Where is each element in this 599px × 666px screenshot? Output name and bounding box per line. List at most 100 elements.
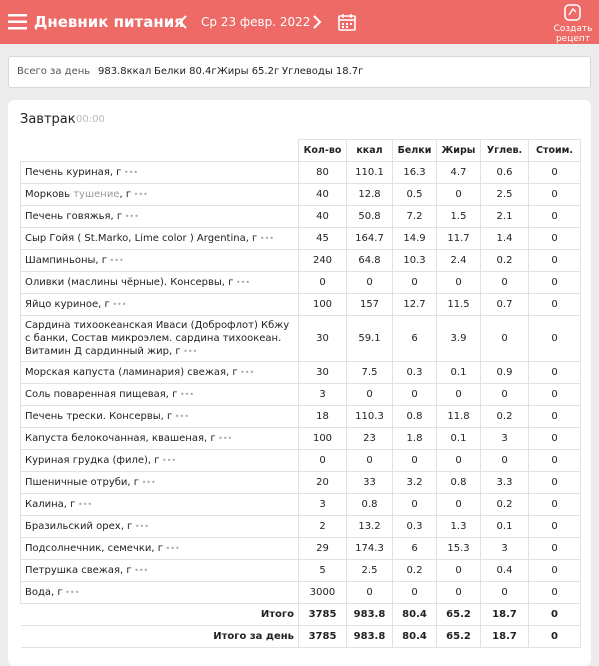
- food-row: Петрушка свежая, г ••• 5 2.5 0.2 0 0.4 0: [20, 559, 581, 582]
- value-cell: 0.7: [480, 293, 529, 316]
- food-name[interactable]: Подсолнечник, семечки, г: [25, 543, 163, 554]
- row-menu[interactable]: •••: [180, 347, 198, 356]
- value-cell: 0: [528, 581, 581, 604]
- value-cell: 0: [436, 581, 481, 604]
- meal-time[interactable]: 00:00: [76, 114, 105, 125]
- food-name[interactable]: Сыр Гойя ( St.Marko, Lime color ) Argent…: [25, 233, 258, 244]
- value-cell[interactable]: 2: [298, 515, 347, 538]
- row-menu[interactable]: •••: [177, 390, 195, 399]
- food-name[interactable]: Куриная грудка (филе), г: [25, 455, 160, 466]
- value-cell[interactable]: 0: [298, 271, 347, 294]
- value-cell: 0.5: [392, 183, 437, 206]
- row-menu[interactable]: •••: [215, 434, 233, 443]
- value-cell: 0: [528, 449, 581, 472]
- calendar-button[interactable]: [338, 13, 356, 31]
- food-name[interactable]: Яйцо куриное, г: [25, 299, 110, 310]
- value-cell: 0: [528, 515, 581, 538]
- value-cell[interactable]: 0: [298, 449, 347, 472]
- value-cell: 0.2: [392, 559, 437, 582]
- total-value: 65.2: [436, 603, 481, 626]
- create-icon[interactable]: [563, 3, 583, 23]
- food-name-cell: Печень трески. Консервы, г •••: [20, 405, 299, 428]
- food-name[interactable]: Сардина тихоокеанская Иваси (Доброфлот) …: [25, 320, 290, 357]
- value-cell[interactable]: 20: [298, 471, 347, 494]
- food-name-cell: Пшеничные отруби, г •••: [20, 471, 299, 494]
- food-name[interactable]: Печень куриная, г: [25, 167, 122, 178]
- value-cell[interactable]: 3: [298, 383, 347, 406]
- food-name-cell: Вода, г •••: [20, 581, 299, 604]
- food-name[interactable]: Пшеничные отруби, г: [25, 477, 140, 488]
- row-menu[interactable]: •••: [139, 478, 156, 487]
- food-name[interactable]: Соль поваренная пищевая, г: [25, 389, 178, 400]
- food-name[interactable]: Оливки (маслины чёрные). Консервы, г: [25, 277, 234, 288]
- value-cell: 11.5: [436, 293, 481, 316]
- value-cell: 0: [480, 315, 529, 362]
- value-cell: 0: [480, 383, 529, 406]
- food-row: Морковь тушение, г ••• 40 12.8 0.5 0 2.5 0: [20, 183, 581, 206]
- value-cell[interactable]: 29: [298, 537, 347, 560]
- value-cell: 0: [392, 493, 437, 516]
- row-menu[interactable]: •••: [163, 544, 180, 553]
- value-cell[interactable]: 18: [298, 405, 347, 428]
- food-name[interactable]: Бразильский орех, г: [25, 521, 133, 532]
- row-menu[interactable]: •••: [257, 234, 275, 243]
- food-row: Соль поваренная пищевая, г ••• 3 0 0 0 0 0: [20, 383, 581, 406]
- value-cell[interactable]: 40: [298, 205, 347, 228]
- food-name[interactable]: Морская капуста (ламинария) свежая, г: [25, 367, 238, 378]
- row-menu[interactable]: •••: [122, 212, 139, 221]
- row-menu[interactable]: •••: [75, 500, 93, 509]
- total-value: 0: [528, 603, 581, 626]
- row-menu[interactable]: •••: [109, 300, 127, 309]
- food-name[interactable]: Шампиньоны, г: [25, 255, 107, 266]
- value-cell: 1.8: [392, 427, 437, 450]
- row-menu[interactable]: •••: [131, 190, 148, 199]
- row-menu[interactable]: •••: [237, 368, 255, 377]
- food-name[interactable]: Капуста белокочанная, квашеная, г: [25, 433, 216, 444]
- food-name[interactable]: Печень говяжья, г: [25, 211, 123, 222]
- row-menu[interactable]: •••: [107, 256, 124, 265]
- value-cell[interactable]: 100: [298, 427, 347, 450]
- value-cell: 0: [528, 249, 581, 272]
- next-day[interactable]: [312, 15, 322, 29]
- value-cell: 0: [528, 471, 581, 494]
- row-menu[interactable]: •••: [131, 566, 149, 575]
- row-menu[interactable]: •••: [233, 278, 251, 287]
- value-cell: 110.1: [346, 161, 393, 184]
- food-unit: , г: [119, 189, 132, 200]
- row-menu[interactable]: •••: [159, 456, 177, 465]
- value-cell[interactable]: 45: [298, 227, 347, 250]
- food-name[interactable]: Морковь: [25, 189, 71, 200]
- value-cell: 0: [528, 559, 581, 582]
- value-cell: 0: [528, 405, 581, 428]
- create-recipe-button[interactable]: Создать рецепт: [553, 24, 593, 44]
- food-name-cell: Соль поваренная пищевая, г •••: [20, 383, 299, 406]
- menu-button[interactable]: [8, 14, 28, 30]
- value-cell[interactable]: 40: [298, 183, 347, 206]
- value-cell[interactable]: 5: [298, 559, 347, 582]
- food-name[interactable]: Петрушка свежая, г: [25, 565, 132, 576]
- value-cell: 0: [436, 271, 481, 294]
- food-name[interactable]: Калина, г: [25, 499, 76, 510]
- value-cell[interactable]: 3000: [298, 581, 347, 604]
- value-cell[interactable]: 30: [298, 315, 347, 362]
- value-cell[interactable]: 80: [298, 161, 347, 184]
- value-cell[interactable]: 100: [298, 293, 347, 316]
- column-header: Жиры: [436, 139, 481, 162]
- row-menu[interactable]: •••: [172, 412, 189, 421]
- food-name[interactable]: Печень трески. Консервы, г: [25, 411, 173, 422]
- value-cell[interactable]: 240: [298, 249, 347, 272]
- row-menu[interactable]: •••: [121, 168, 139, 177]
- value-cell: 0: [528, 383, 581, 406]
- value-cell[interactable]: 3: [298, 493, 347, 516]
- prev-day[interactable]: [178, 15, 188, 29]
- total-label: Итого за день: [20, 625, 299, 648]
- value-cell[interactable]: 30: [298, 361, 347, 384]
- food-row: Яйцо куриное, г ••• 100 157 12.7 11.5 0.7 0: [20, 293, 581, 316]
- food-name-cell: Сыр Гойя ( St.Marko, Lime color ) Argent…: [20, 227, 299, 250]
- row-menu[interactable]: •••: [62, 588, 80, 597]
- total-value: 18.7: [480, 625, 529, 648]
- row-menu[interactable]: •••: [132, 522, 150, 531]
- date[interactable]: Ср 23 февр. 2022: [201, 15, 311, 29]
- food-name[interactable]: Вода, г: [25, 587, 63, 598]
